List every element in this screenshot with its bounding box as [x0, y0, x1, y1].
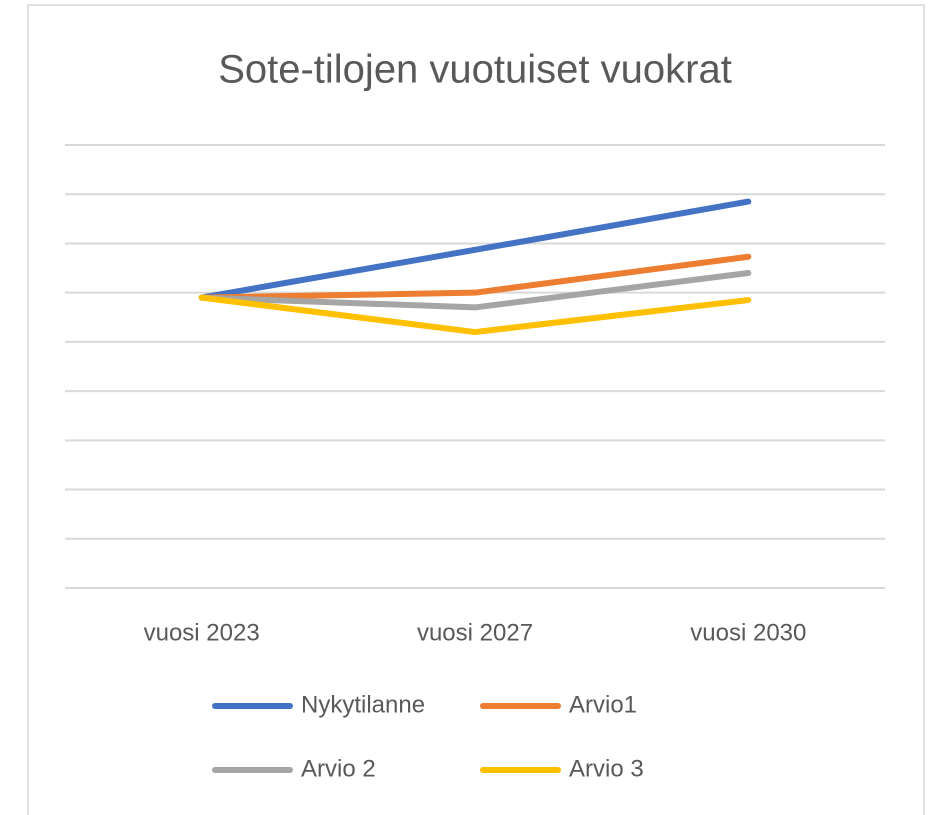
chart-title: Sote-tilojen vuotuiset vuokrat	[218, 48, 732, 92]
legend-label: Nykytilanne	[301, 691, 425, 718]
series-line	[198, 269, 752, 311]
x-tick-label: vuosi 2030	[690, 619, 806, 646]
series-line	[198, 294, 752, 336]
legend-label: Arvio 3	[569, 755, 644, 782]
series-line	[198, 198, 752, 301]
x-tick-label: vuosi 2023	[144, 619, 260, 646]
chart-frame	[27, 4, 925, 815]
series-line	[198, 253, 752, 301]
legend-label: Arvio 2	[301, 755, 376, 782]
x-tick-label: vuosi 2027	[417, 619, 533, 646]
legend-label: Arvio1	[569, 691, 637, 718]
